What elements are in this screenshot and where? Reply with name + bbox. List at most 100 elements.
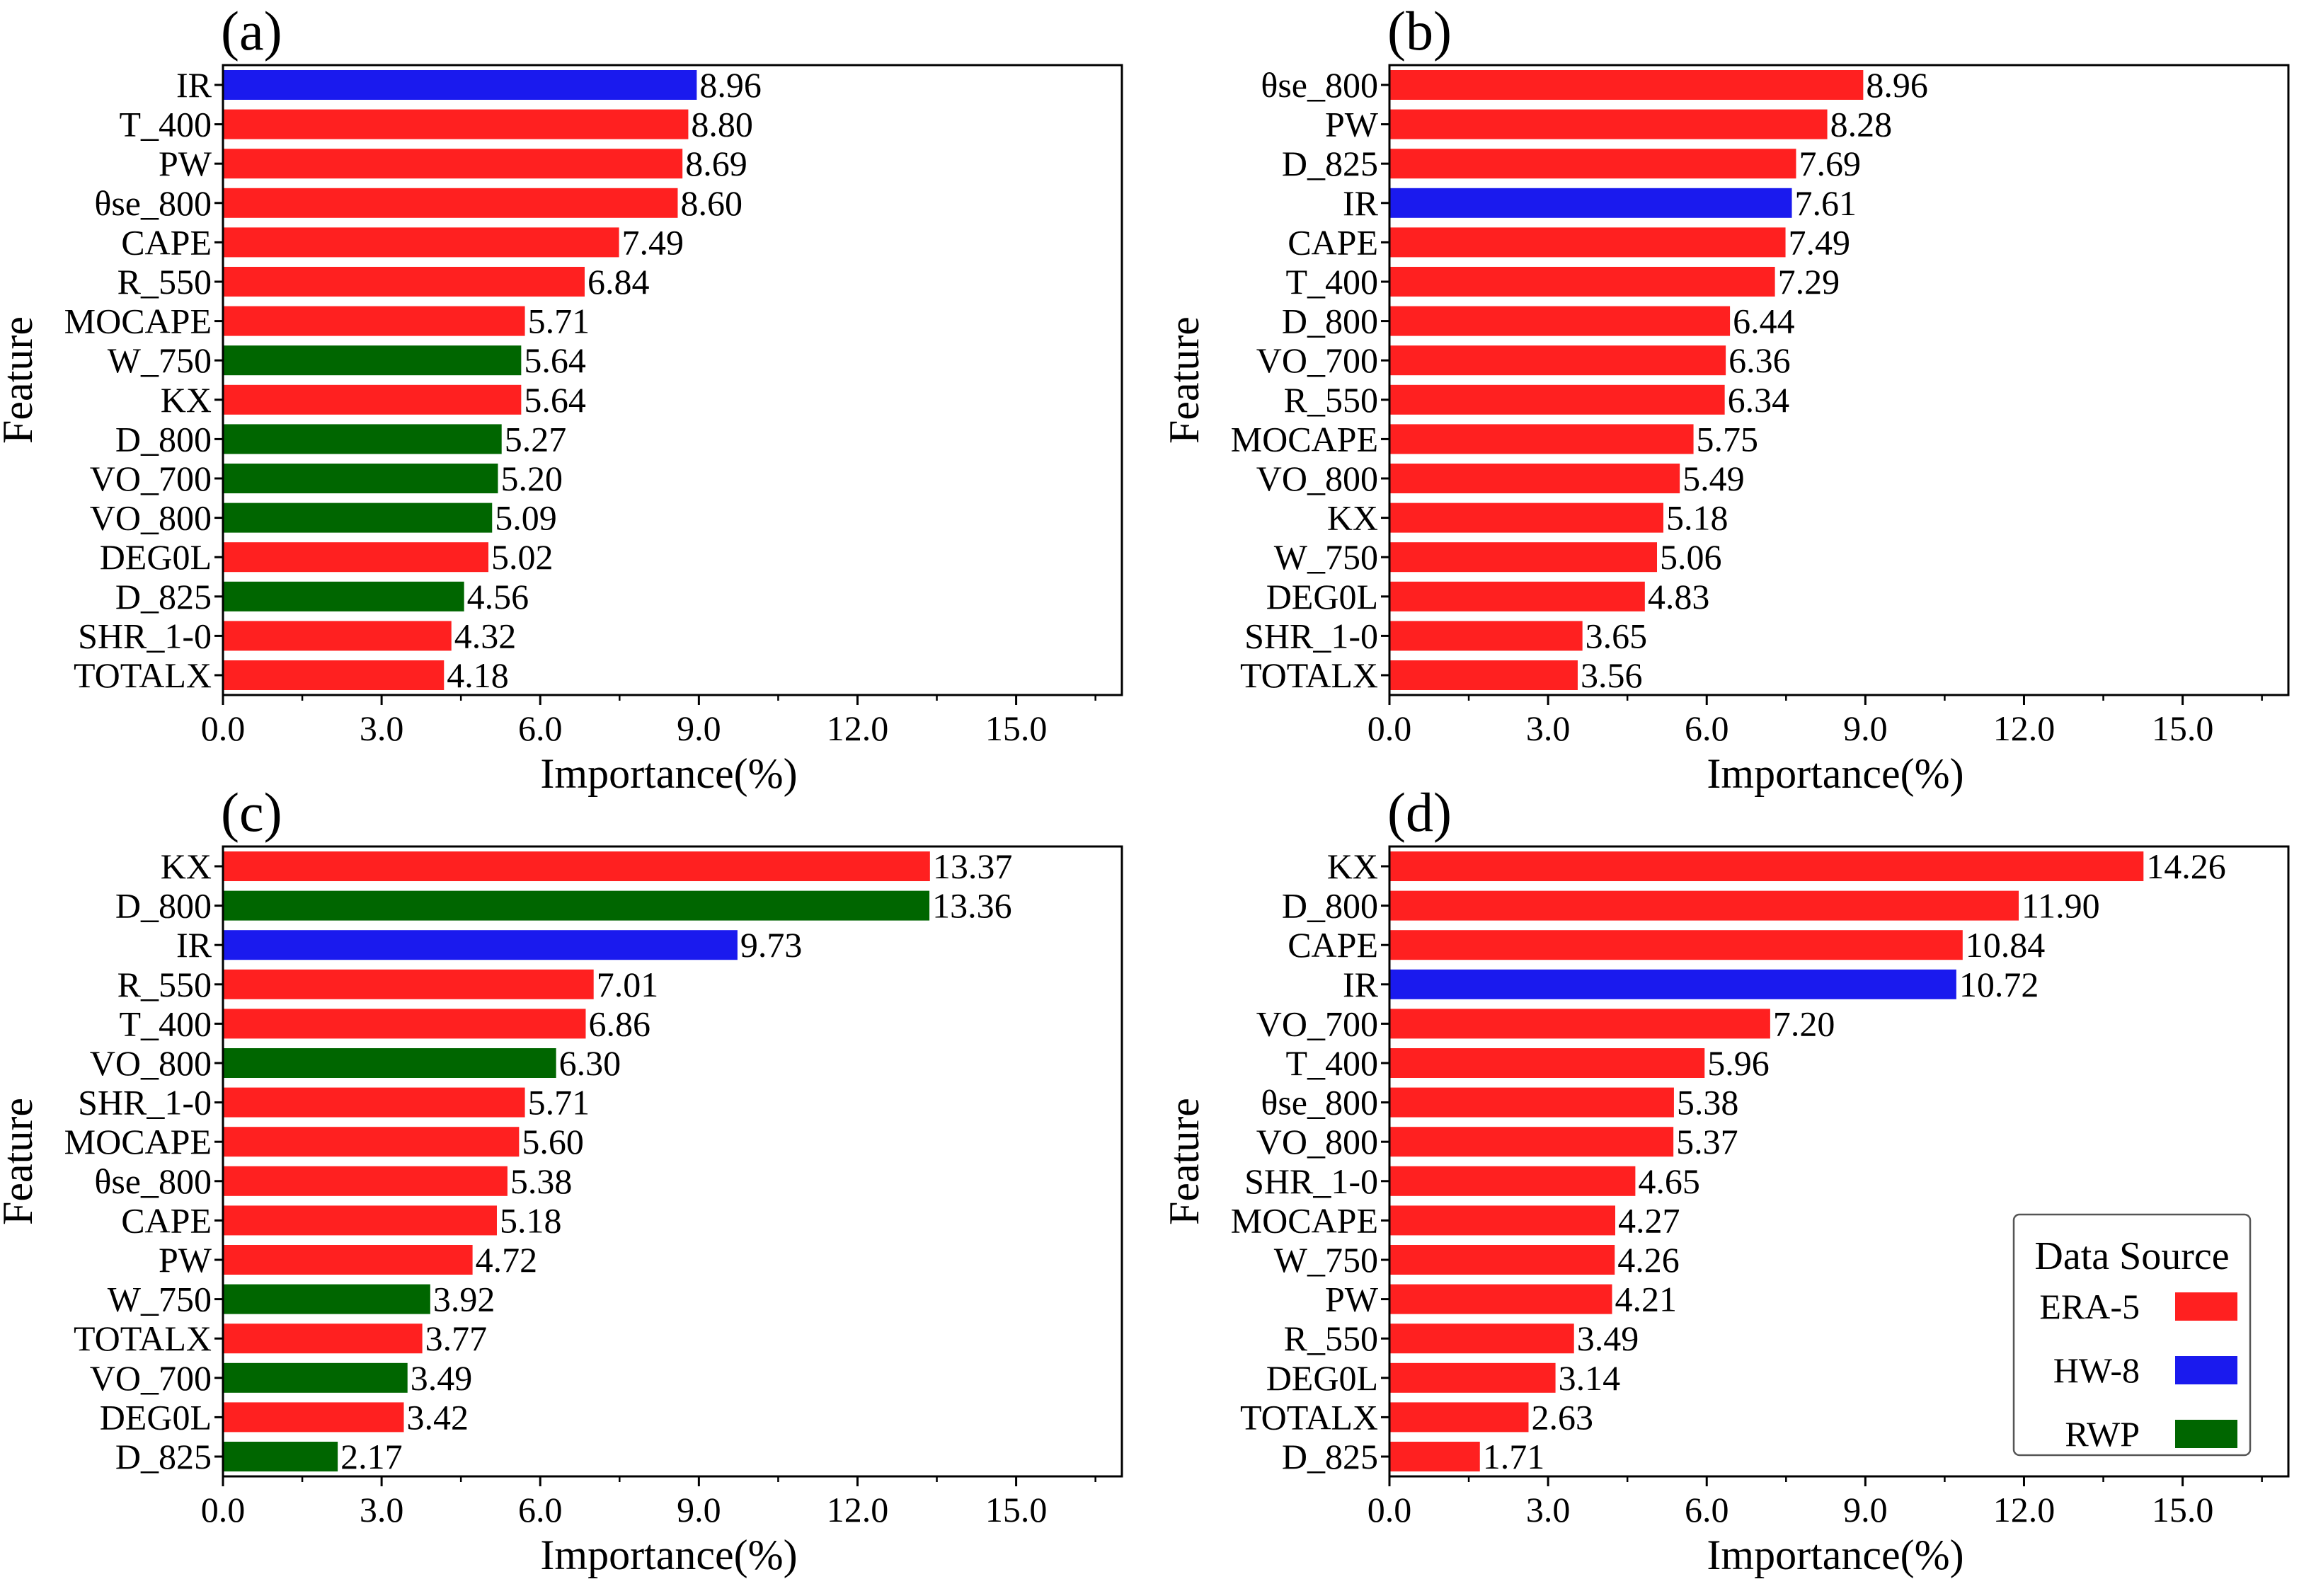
y-axis-title: Feature bbox=[1161, 316, 1208, 444]
value-label: 8.80 bbox=[691, 105, 753, 144]
legend-swatch bbox=[2175, 1356, 2237, 1384]
bar-TOTALX bbox=[223, 1324, 423, 1354]
bar-T400 bbox=[223, 1009, 586, 1039]
panel-label: (d) bbox=[1387, 781, 1452, 843]
value-label: 8.60 bbox=[680, 183, 743, 223]
legend: Data Source ERA-5 HW-8 RWP bbox=[2012, 1213, 2252, 1457]
bar-MOCAPE bbox=[1389, 424, 1694, 454]
category-label: D_800 bbox=[1282, 302, 1378, 341]
category-label: T_400 bbox=[1285, 1043, 1378, 1083]
x-axis-title: Importance(%) bbox=[1707, 750, 1963, 797]
bar-KX bbox=[1389, 503, 1663, 533]
category-label: θse_800 bbox=[1261, 1083, 1378, 1123]
bar-DEG0L bbox=[223, 542, 489, 573]
value-label: 3.14 bbox=[1559, 1358, 1621, 1398]
bar-D800 bbox=[223, 890, 930, 921]
category-label: KX bbox=[161, 380, 212, 420]
x-tick-label: 3.0 bbox=[360, 708, 404, 748]
x-tick-label: 6.0 bbox=[1685, 708, 1729, 748]
value-label: 4.32 bbox=[454, 616, 517, 655]
category-label: DEG0L bbox=[100, 1397, 212, 1437]
bar-se800 bbox=[223, 1166, 508, 1196]
category-label: PW bbox=[1325, 105, 1379, 144]
bar-D825 bbox=[1389, 149, 1796, 179]
bar-MOCAPE bbox=[1389, 1205, 1615, 1236]
bar-TOTALX bbox=[1389, 1402, 1529, 1433]
value-label: 14.26 bbox=[2146, 846, 2226, 886]
value-label: 6.86 bbox=[588, 1004, 650, 1043]
bar-TOTALX bbox=[1389, 660, 1578, 690]
x-tick-label: 3.0 bbox=[360, 1490, 404, 1529]
bar-PW bbox=[1389, 109, 1828, 139]
value-label: 10.72 bbox=[1959, 965, 2039, 1004]
category-label: MOCAPE bbox=[1231, 419, 1378, 459]
bar-MOCAPE bbox=[223, 1127, 520, 1157]
bar-KX bbox=[1389, 851, 2144, 881]
value-label: 5.60 bbox=[522, 1122, 584, 1161]
value-label: 3.49 bbox=[411, 1358, 473, 1398]
x-tick-label: 6.0 bbox=[1685, 1490, 1729, 1529]
category-label: VO_800 bbox=[1256, 1122, 1378, 1161]
bar-SHR10 bbox=[1389, 1166, 1636, 1196]
category-label: θse_800 bbox=[94, 183, 212, 223]
category-label: IR bbox=[1343, 183, 1379, 223]
category-label: D_825 bbox=[1282, 144, 1378, 183]
x-tick-label: 0.0 bbox=[1368, 1490, 1412, 1529]
value-label: 5.64 bbox=[524, 380, 586, 420]
category-label: TOTALX bbox=[74, 1319, 212, 1358]
bar-IR bbox=[1389, 969, 1956, 999]
category-label: SHR_1-0 bbox=[1244, 1161, 1378, 1201]
bar-W750 bbox=[1389, 1245, 1615, 1275]
bar-KX bbox=[223, 851, 930, 881]
value-label: 8.28 bbox=[1830, 105, 1893, 144]
category-label: T_400 bbox=[119, 1004, 212, 1043]
value-label: 6.36 bbox=[1728, 340, 1791, 380]
bar-TOTALX bbox=[223, 660, 445, 690]
bar-CAPE bbox=[223, 227, 619, 258]
value-label: 3.56 bbox=[1581, 655, 1643, 695]
category-label: VO_700 bbox=[1256, 1004, 1378, 1043]
plot-frame bbox=[222, 64, 1123, 696]
category-label: DEG0L bbox=[1266, 577, 1378, 616]
category-label: CAPE bbox=[1288, 222, 1378, 262]
category-label: D_825 bbox=[1282, 1437, 1378, 1476]
bar-PW bbox=[1389, 1284, 1612, 1314]
category-label: W_750 bbox=[108, 1280, 212, 1319]
category-label: DEG0L bbox=[100, 537, 212, 577]
category-label: D_800 bbox=[115, 419, 212, 459]
value-label: 1.71 bbox=[1483, 1437, 1545, 1476]
category-label: D_825 bbox=[115, 1437, 212, 1476]
value-label: 7.49 bbox=[622, 222, 684, 262]
y-axis-title: Feature bbox=[0, 1098, 41, 1225]
bar-VO700 bbox=[1389, 1009, 1770, 1039]
bar-VO800 bbox=[1389, 464, 1680, 493]
x-tick-label: 3.0 bbox=[1526, 708, 1571, 748]
category-label: VO_800 bbox=[90, 498, 212, 538]
legend-swatch bbox=[2175, 1420, 2237, 1448]
category-label: DEG0L bbox=[1266, 1358, 1378, 1398]
value-label: 8.96 bbox=[1866, 65, 1928, 105]
category-label: PW bbox=[1325, 1280, 1379, 1319]
category-label: KX bbox=[1327, 846, 1378, 886]
value-label: 7.29 bbox=[1778, 262, 1840, 302]
value-label: 4.72 bbox=[476, 1240, 538, 1280]
value-label: 5.38 bbox=[510, 1161, 573, 1201]
value-label: 6.34 bbox=[1728, 380, 1790, 420]
bar-se800 bbox=[1389, 70, 1864, 100]
category-label: VO_800 bbox=[1256, 459, 1378, 498]
x-axis-title: Importance(%) bbox=[540, 1532, 797, 1578]
bar-R550 bbox=[223, 969, 594, 999]
x-tick-label: 12.0 bbox=[827, 1490, 889, 1529]
category-label: CAPE bbox=[1288, 925, 1378, 965]
value-label: 10.84 bbox=[1966, 925, 2046, 965]
bar-PW bbox=[223, 1245, 473, 1275]
bar-VO800 bbox=[1389, 1127, 1674, 1157]
value-label: 5.02 bbox=[491, 537, 554, 577]
value-label: 5.38 bbox=[1677, 1083, 1739, 1123]
category-label: MOCAPE bbox=[64, 302, 212, 341]
value-label: 5.18 bbox=[500, 1200, 562, 1240]
bar-se800 bbox=[1389, 1087, 1674, 1118]
category-label: VO_700 bbox=[90, 1358, 212, 1398]
plot-frame bbox=[222, 845, 1123, 1478]
